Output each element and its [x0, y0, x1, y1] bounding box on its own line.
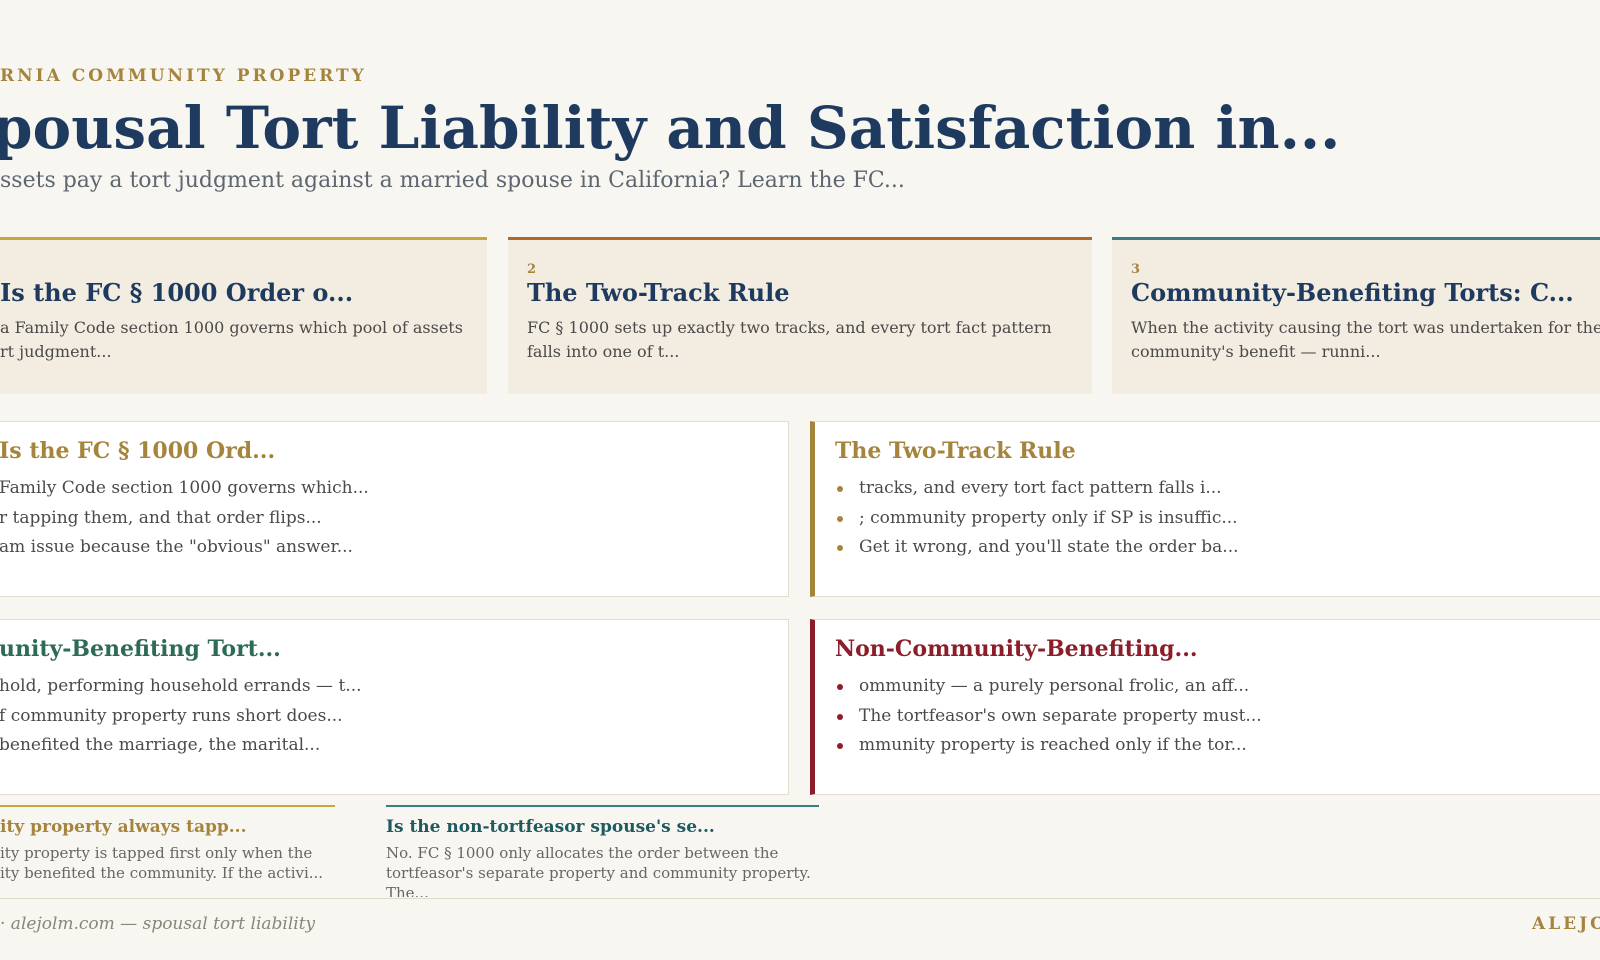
list-item: f community property runs short does... [0, 705, 343, 726]
summary-card-1[interactable]: Is the FC § 1000 Order o... a Family Cod… [0, 237, 487, 394]
detail-panel-order: Is the FC § 1000 Ord... Family Code sect… [0, 421, 789, 597]
list-item: am issue because the "obvious" answer... [0, 537, 353, 557]
footer-divider [0, 898, 1600, 899]
panel-title: Non-Community-Benefiting... [835, 636, 1198, 662]
eyebrow: RNIA COMMUNITY PROPERTY [0, 66, 367, 86]
summary-card-3[interactable]: 3 Community-Benefiting Torts: C... When … [1112, 237, 1600, 394]
summary-card-2[interactable]: 2 The Two-Track Rule FC § 1000 sets up e… [508, 237, 1092, 394]
panel-list: Family Code section 1000 governs which..… [0, 474, 369, 563]
list-item: ; community property only if SP is insuf… [835, 504, 1239, 534]
card-title: The Two-Track Rule [527, 278, 790, 307]
list-item: hold, performing household errands — t..… [0, 676, 362, 696]
card-title: Is the FC § 1000 Order o... [0, 278, 354, 307]
faq-answer: No. FC § 1000 only allocates the order b… [386, 844, 811, 897]
faq-item-2[interactable]: Is the non-tortfeasor spouse's se... No.… [386, 805, 819, 897]
panel-title: Is the FC § 1000 Ord... [0, 438, 276, 464]
page-title: pousal Tort Liability and Satisfaction i… [0, 94, 1341, 162]
card-number: 3 [1131, 262, 1141, 277]
panel-title: The Two-Track Rule [835, 438, 1076, 464]
detail-panel-community-benefiting: unity-Benefiting Tort... hold, performin… [0, 619, 789, 795]
panel-list: tracks, and every tort fact pattern fall… [835, 474, 1239, 563]
faq-question: Is the non-tortfeasor spouse's se... [386, 817, 715, 837]
faq-answer: ity property is tapped first only when t… [0, 844, 324, 882]
faq-item-1[interactable]: ity property always tapp... ity property… [0, 805, 335, 897]
panel-list: hold, performing household errands — t..… [0, 672, 362, 761]
faq-question: ity property always tapp... [0, 817, 247, 837]
card-body: a Family Code section 1000 governs which… [0, 318, 463, 361]
list-item: The tortfeasor's own separate property m… [835, 702, 1262, 732]
list-item: mmunity property is reached only if the … [835, 731, 1262, 761]
footer-note: · alejolm.com — spousal tort liability [0, 914, 316, 934]
list-item: ommunity — a purely personal frolic, an … [835, 672, 1262, 702]
list-item: benefited the marriage, the marital... [0, 735, 321, 755]
detail-panel-two-track: The Two-Track Rule tracks, and every tor… [810, 421, 1600, 597]
list-item: Family Code section 1000 governs which..… [0, 478, 369, 498]
panel-list: ommunity — a purely personal frolic, an … [835, 672, 1262, 761]
card-body: When the activity causing the tort was u… [1131, 318, 1600, 361]
detail-panel-non-community: Non-Community-Benefiting... ommunity — a… [810, 619, 1600, 795]
footer-brand[interactable]: ALEJO [1532, 914, 1600, 934]
list-item: Get it wrong, and you'll state the order… [835, 533, 1239, 563]
card-title: Community-Benefiting Torts: C... [1131, 278, 1574, 307]
page-subtitle: ssets pay a tort judgment against a marr… [0, 168, 905, 193]
list-item: r tapping them, and that order flips... [0, 507, 322, 528]
list-item: tracks, and every tort fact pattern fall… [835, 474, 1239, 504]
card-number: 2 [527, 262, 537, 277]
card-body: FC § 1000 sets up exactly two tracks, an… [527, 318, 1052, 361]
panel-title: unity-Benefiting Tort... [0, 636, 281, 662]
